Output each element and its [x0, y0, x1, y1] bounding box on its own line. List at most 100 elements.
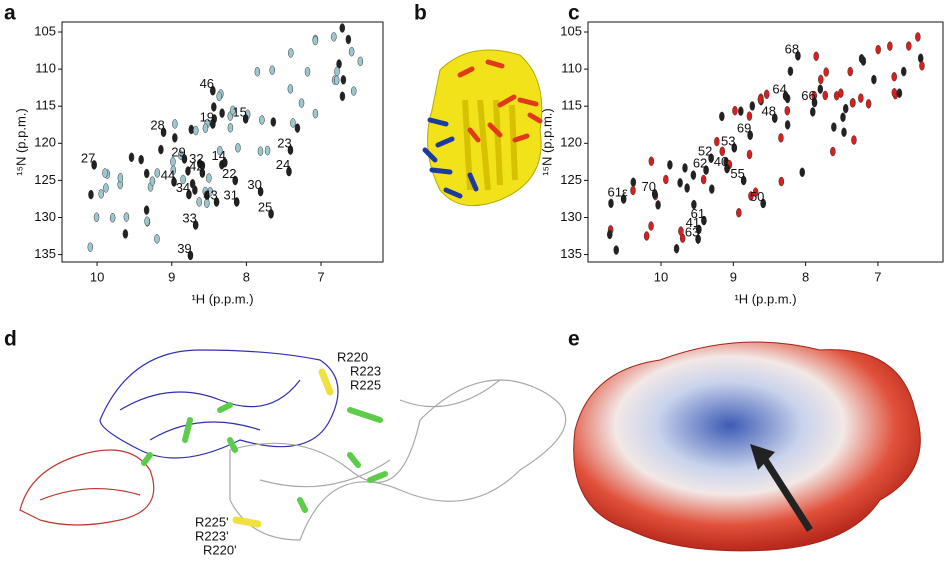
background-peak [643, 231, 650, 241]
y-tick-label: 120 [560, 135, 582, 150]
peak-label: 15 [232, 104, 246, 119]
background-peak [339, 23, 346, 33]
peak-label: 32 [189, 151, 203, 166]
peak-label: 19 [200, 110, 214, 125]
peak-label: 41 [686, 215, 700, 230]
peak [695, 234, 701, 244]
peak-label: 22 [222, 166, 236, 181]
peak-label: 31 [223, 187, 237, 202]
background-peak [98, 189, 104, 199]
peak-label: 48 [762, 104, 776, 119]
x-tick-label: 8 [802, 269, 809, 284]
y-axis-label: ¹⁵N (p.p.m.) [539, 108, 554, 176]
peak-label: 55 [730, 166, 744, 181]
background-peak [312, 108, 319, 119]
plot-frame [587, 21, 944, 263]
background-peak [216, 91, 222, 102]
peak-label: 39 [177, 241, 191, 256]
background-peak [719, 146, 726, 157]
background-peak [149, 176, 156, 186]
background-peak [287, 84, 294, 94]
peak [651, 189, 658, 199]
peak [703, 165, 709, 175]
background-peak [128, 152, 135, 163]
peak [286, 166, 292, 177]
background-peak [673, 243, 680, 254]
background-peak [613, 245, 619, 255]
background-peak [655, 200, 661, 210]
peak [795, 51, 801, 61]
panel-letter: c [568, 2, 580, 25]
y-tick-label: 110 [561, 61, 582, 76]
peak-label: 66 [801, 88, 815, 103]
background-peak [288, 48, 294, 58]
background-peak [259, 115, 265, 125]
electrostatic-surface [573, 341, 921, 552]
background-peak [663, 174, 669, 185]
background-peak [738, 106, 744, 116]
background-peak [143, 205, 150, 215]
background-peak [841, 127, 847, 137]
peak-label: 63 [685, 225, 699, 240]
background-peak [122, 229, 129, 239]
background-peak [757, 94, 764, 105]
x-tick-label: 7 [317, 269, 324, 284]
background-peak [690, 170, 697, 180]
peak [186, 189, 192, 200]
background-peak [746, 111, 753, 121]
background-peak [831, 122, 837, 132]
y-tick-label: 130 [560, 209, 582, 224]
background-peak [648, 221, 654, 231]
background-peak [189, 178, 196, 189]
y-tick-label: 125 [34, 172, 56, 187]
peak [740, 175, 747, 186]
background-peak [103, 183, 109, 193]
background-peak [196, 197, 202, 207]
background-peak [719, 111, 725, 122]
panel-letter: b [414, 2, 427, 25]
background-peak [817, 84, 824, 94]
y-tick-label: 130 [34, 209, 56, 224]
background-peak [264, 145, 271, 156]
background-peak [158, 144, 164, 155]
peak-label: 43 [203, 187, 217, 202]
peak-label: 70 [641, 179, 655, 194]
peak-label: 69 [737, 121, 751, 136]
protein-cartoon [422, 49, 543, 207]
peak-label: 62 [693, 156, 707, 171]
background-peak [608, 198, 614, 209]
peak-label: 42 [189, 158, 203, 173]
background-peak [748, 191, 754, 201]
background-peak [217, 145, 223, 156]
background-peak [840, 112, 846, 122]
peak [708, 153, 714, 163]
background-peak [822, 90, 829, 101]
peak [199, 168, 206, 178]
panel-letter: a [4, 2, 16, 25]
background-peak [677, 178, 683, 188]
background-peak [915, 32, 921, 42]
peak [731, 143, 738, 153]
background-peak [87, 242, 94, 252]
plot-frame [61, 21, 384, 263]
background-peak [269, 65, 275, 75]
background-peak [896, 88, 903, 98]
background-peak [810, 107, 816, 117]
background-peak [684, 183, 690, 193]
background-peak [227, 122, 234, 133]
peak-label: 28 [150, 118, 164, 133]
x-tick-label: 9 [168, 269, 175, 284]
background-peak [607, 229, 613, 240]
background-peak [172, 119, 178, 129]
background-peak [202, 123, 209, 133]
background-peak [752, 187, 759, 197]
background-peak [333, 75, 340, 86]
y-tick-label: 105 [34, 23, 56, 38]
x-tick-label: 10 [654, 269, 668, 284]
y-tick-label: 115 [35, 98, 56, 113]
background-peak [357, 56, 364, 67]
peak [257, 186, 264, 197]
peak [181, 154, 188, 164]
x-axis-label: ¹H (p.p.m.) [191, 291, 253, 306]
background-peak [270, 117, 277, 127]
